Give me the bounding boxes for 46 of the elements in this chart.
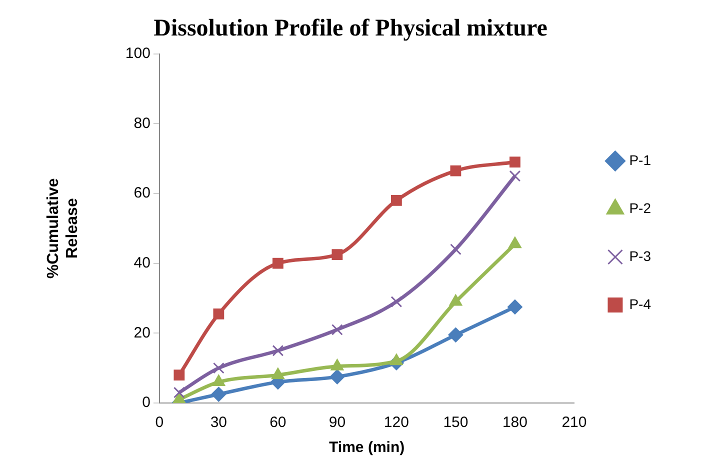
point xyxy=(449,294,462,306)
point xyxy=(212,362,224,374)
point xyxy=(450,244,462,256)
y-tick-label: 40 xyxy=(134,254,150,272)
point xyxy=(391,195,402,206)
y-tick-label: 80 xyxy=(134,114,150,132)
legend-label: P-1 xyxy=(629,152,652,168)
x-tick-label: 0 xyxy=(155,414,164,432)
x-tick-label: 180 xyxy=(502,414,528,432)
point xyxy=(508,236,522,248)
point xyxy=(390,354,404,366)
x-axis-title: Time (min) xyxy=(329,439,405,456)
point xyxy=(174,370,185,381)
point xyxy=(450,165,462,176)
x-tick-label: 60 xyxy=(270,414,286,432)
y-tick-label: 20 xyxy=(134,324,150,342)
x-tick-label: 120 xyxy=(384,414,409,432)
legend-label: P-3 xyxy=(629,248,652,264)
point xyxy=(330,358,344,370)
point xyxy=(213,308,224,320)
point xyxy=(509,170,521,182)
point xyxy=(448,327,464,342)
point xyxy=(271,368,284,380)
point xyxy=(272,344,284,356)
y-tick-label: 0 xyxy=(142,394,150,412)
point xyxy=(172,392,186,403)
y-axis-title: %Cumulative Release xyxy=(45,178,82,279)
point xyxy=(212,374,226,386)
point xyxy=(510,156,520,168)
x-tick-label: 90 xyxy=(328,414,346,432)
y-tick-label: 60 xyxy=(134,184,150,202)
x-tick-label: 210 xyxy=(562,414,587,432)
point xyxy=(211,386,226,402)
point xyxy=(332,249,343,260)
point xyxy=(507,299,522,314)
x-tick-label: 150 xyxy=(443,414,468,432)
point xyxy=(173,386,185,398)
x-tick-label: 30 xyxy=(210,414,228,432)
point xyxy=(272,258,284,269)
chart-title: Dissolution Profile of Physical mixture xyxy=(154,16,548,42)
point xyxy=(330,369,345,384)
point xyxy=(331,324,343,336)
y-tick-label: 100 xyxy=(125,44,150,62)
legend-label: P-2 xyxy=(629,200,652,216)
point xyxy=(390,296,402,308)
legend-label: P-4 xyxy=(629,296,652,312)
